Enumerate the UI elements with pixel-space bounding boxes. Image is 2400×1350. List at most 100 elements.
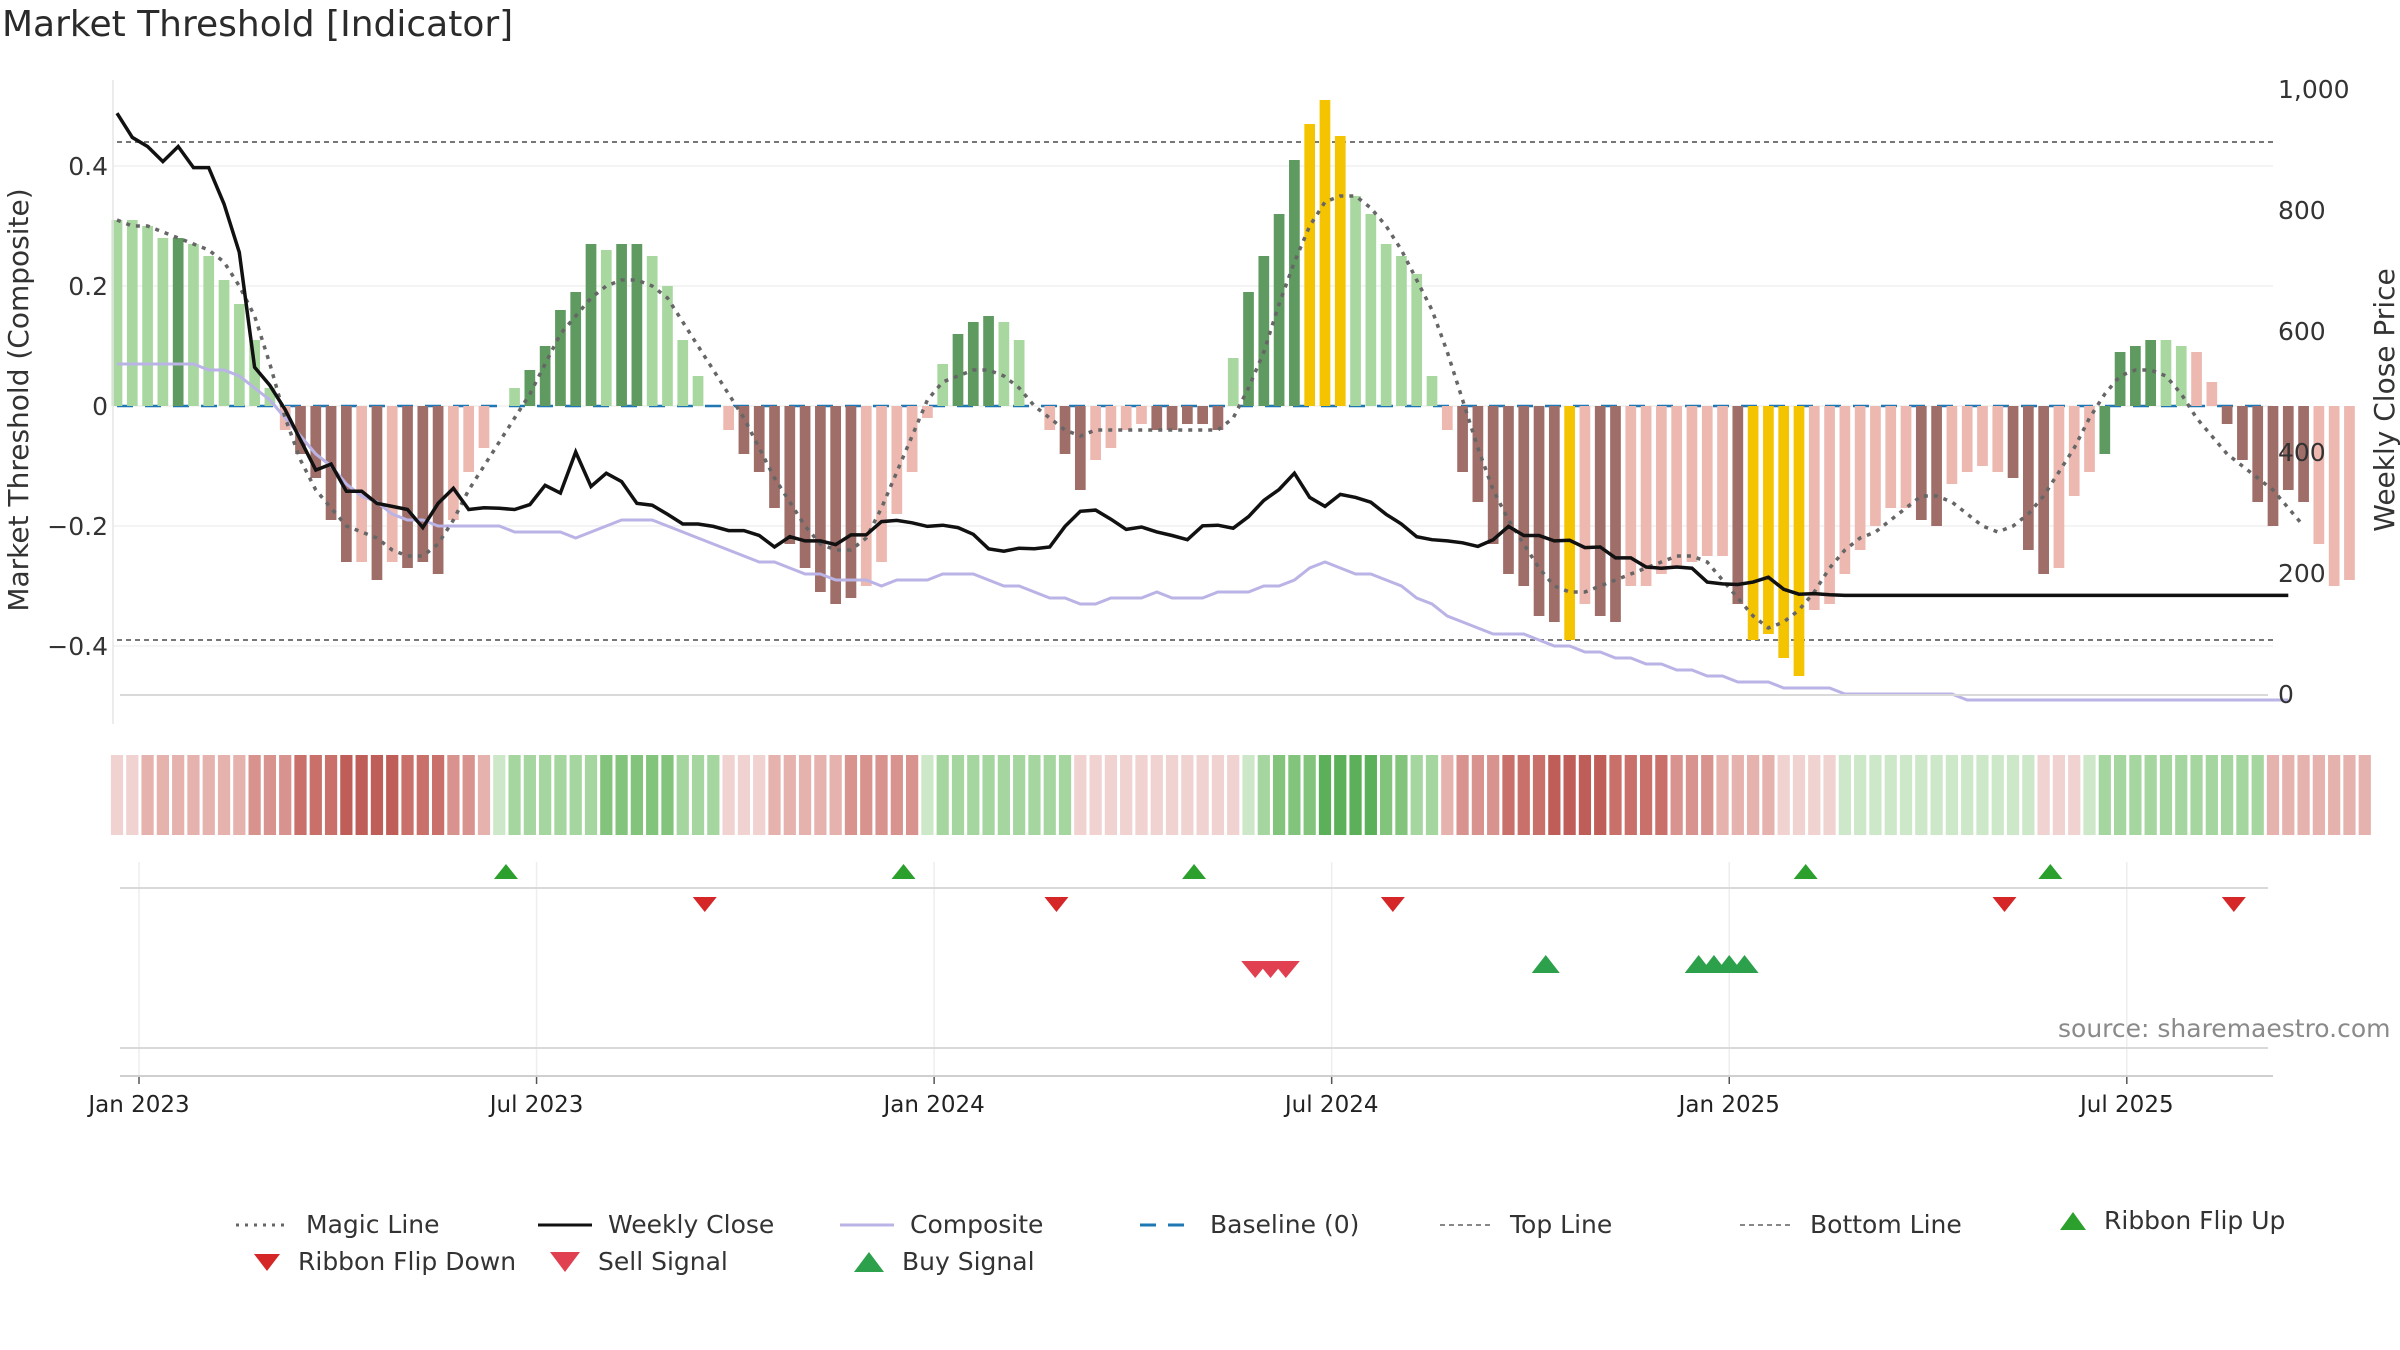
ribbon-cell bbox=[1487, 755, 1500, 835]
composite-bar bbox=[463, 406, 475, 472]
ribbon-cell bbox=[1364, 755, 1377, 835]
composite-bar bbox=[2298, 406, 2309, 502]
ribbon-cell bbox=[370, 755, 384, 835]
composite-bar bbox=[1671, 406, 1683, 568]
ribbon-cell bbox=[1639, 755, 1653, 835]
composite-bar bbox=[1151, 406, 1163, 430]
composite-bar bbox=[2191, 352, 2202, 406]
y-tick-label-left: −0.4 bbox=[47, 632, 108, 661]
composite-bar bbox=[555, 310, 566, 406]
composite-bar bbox=[2022, 406, 2034, 550]
composite-bar bbox=[1059, 406, 1071, 454]
ribbon-cell bbox=[2175, 755, 2188, 835]
composite-bar bbox=[1747, 406, 1759, 640]
y-tick-label-left: 0.2 bbox=[68, 272, 108, 301]
buy-signal-marker bbox=[1730, 955, 1759, 973]
composite-bar bbox=[126, 220, 138, 406]
ribbon-cell bbox=[1410, 755, 1423, 835]
ribbon-cell bbox=[1930, 755, 1943, 835]
legend-label: Magic Line bbox=[306, 1210, 440, 1239]
legend-item-bottom-line: Bottom Line bbox=[1740, 1210, 1962, 1239]
ribbon-cell bbox=[768, 755, 781, 835]
ribbon-flip-up-marker bbox=[493, 864, 518, 879]
x-tick-label: Jul 2025 bbox=[2078, 1092, 2174, 1118]
ribbon-cell bbox=[1945, 755, 1959, 835]
legend-label: Top Line bbox=[1510, 1210, 1613, 1239]
ribbon-cell bbox=[2037, 755, 2050, 835]
composite-bar bbox=[1105, 406, 1117, 448]
ribbon-cell bbox=[1425, 755, 1439, 835]
composite-bar bbox=[1182, 406, 1193, 424]
y-tick-label-left: −0.2 bbox=[47, 512, 108, 541]
composite-bar bbox=[218, 280, 230, 406]
composite-bar bbox=[1656, 406, 1667, 574]
ribbon-cell bbox=[1915, 755, 1928, 835]
ribbon-cell bbox=[661, 755, 674, 835]
ribbon-cell bbox=[202, 755, 215, 835]
ribbon-cell bbox=[600, 755, 613, 835]
ribbon-flip-down-marker bbox=[1992, 897, 2017, 912]
ribbon-cell bbox=[1578, 755, 1592, 835]
ribbon-cell bbox=[1135, 755, 1148, 835]
ribbon-cell bbox=[1257, 755, 1270, 835]
ribbon-cell bbox=[1349, 755, 1362, 835]
legend-label: Ribbon Flip Down bbox=[298, 1247, 517, 1276]
ribbon-cell bbox=[2083, 755, 2096, 835]
ribbon-cell bbox=[814, 755, 827, 835]
composite-bar bbox=[692, 376, 704, 406]
ribbon-cell bbox=[554, 755, 567, 835]
composite-bar bbox=[723, 406, 734, 430]
ribbon-cell bbox=[1746, 755, 1760, 835]
composite-bar bbox=[1273, 214, 1285, 406]
legend-item-buy-signal: Buy Signal bbox=[852, 1247, 1035, 1276]
composite-bar bbox=[386, 406, 398, 562]
composite-bar bbox=[371, 406, 383, 580]
composite-bar bbox=[922, 406, 933, 418]
ribbon-cell bbox=[890, 755, 903, 835]
ribbon-cell bbox=[1165, 755, 1179, 835]
ribbon-cell bbox=[493, 755, 506, 835]
composite-bar bbox=[2068, 406, 2080, 496]
ribbon-cell bbox=[2297, 755, 2310, 835]
ribbon-cell bbox=[2282, 755, 2295, 835]
composite-bar bbox=[1594, 406, 1606, 616]
ribbon-cell bbox=[2358, 755, 2371, 835]
ribbon-cell bbox=[2022, 755, 2035, 835]
ribbon-cell bbox=[783, 755, 796, 835]
legend-label: Weekly Close bbox=[608, 1210, 775, 1239]
ribbon-strip bbox=[110, 755, 2371, 835]
ribbon-cell bbox=[875, 755, 888, 835]
ribbon-cell bbox=[691, 755, 705, 835]
legend-item-sell-signal: Sell Signal bbox=[548, 1247, 728, 1276]
ribbon-cell bbox=[951, 755, 965, 835]
ribbon-cell bbox=[1731, 755, 1744, 835]
legend-swatch-dashed-blue bbox=[1140, 1223, 1194, 1226]
ribbon-cell bbox=[906, 755, 919, 835]
composite-bar bbox=[1334, 136, 1346, 406]
composite-bar bbox=[2221, 406, 2233, 424]
ribbon-cell bbox=[1181, 755, 1194, 835]
composite-bar bbox=[1411, 274, 1423, 406]
composite-bar bbox=[1717, 406, 1728, 556]
composite-bar bbox=[967, 322, 979, 406]
ribbon-cell bbox=[844, 755, 858, 835]
composite-bar bbox=[830, 406, 842, 604]
composite-bar bbox=[509, 388, 520, 406]
ribbon-cell bbox=[156, 755, 169, 835]
composite-bars bbox=[111, 100, 2355, 676]
ribbon-cell bbox=[2236, 755, 2249, 835]
ribbon-cell bbox=[1884, 755, 1897, 835]
ribbon-cell bbox=[2343, 755, 2356, 835]
composite-bar bbox=[1778, 406, 1790, 658]
composite-bar bbox=[2252, 406, 2264, 502]
composite-bar bbox=[1885, 406, 1897, 508]
ribbon-flip-down-marker bbox=[1044, 897, 1069, 912]
composite-bar bbox=[876, 406, 887, 562]
axes: 0.4 0.2 0 −0.2 −0.4 0 200 400 600 800 1,000 Jan 202… bbox=[47, 75, 2349, 1118]
ribbon-cell bbox=[829, 755, 842, 835]
ribbon-cell bbox=[1089, 755, 1102, 835]
composite-bar bbox=[356, 406, 368, 562]
legend-item-magic-line: Magic Line bbox=[236, 1210, 440, 1239]
composite-bar bbox=[1763, 406, 1774, 634]
ribbon-cell bbox=[1655, 755, 1668, 835]
